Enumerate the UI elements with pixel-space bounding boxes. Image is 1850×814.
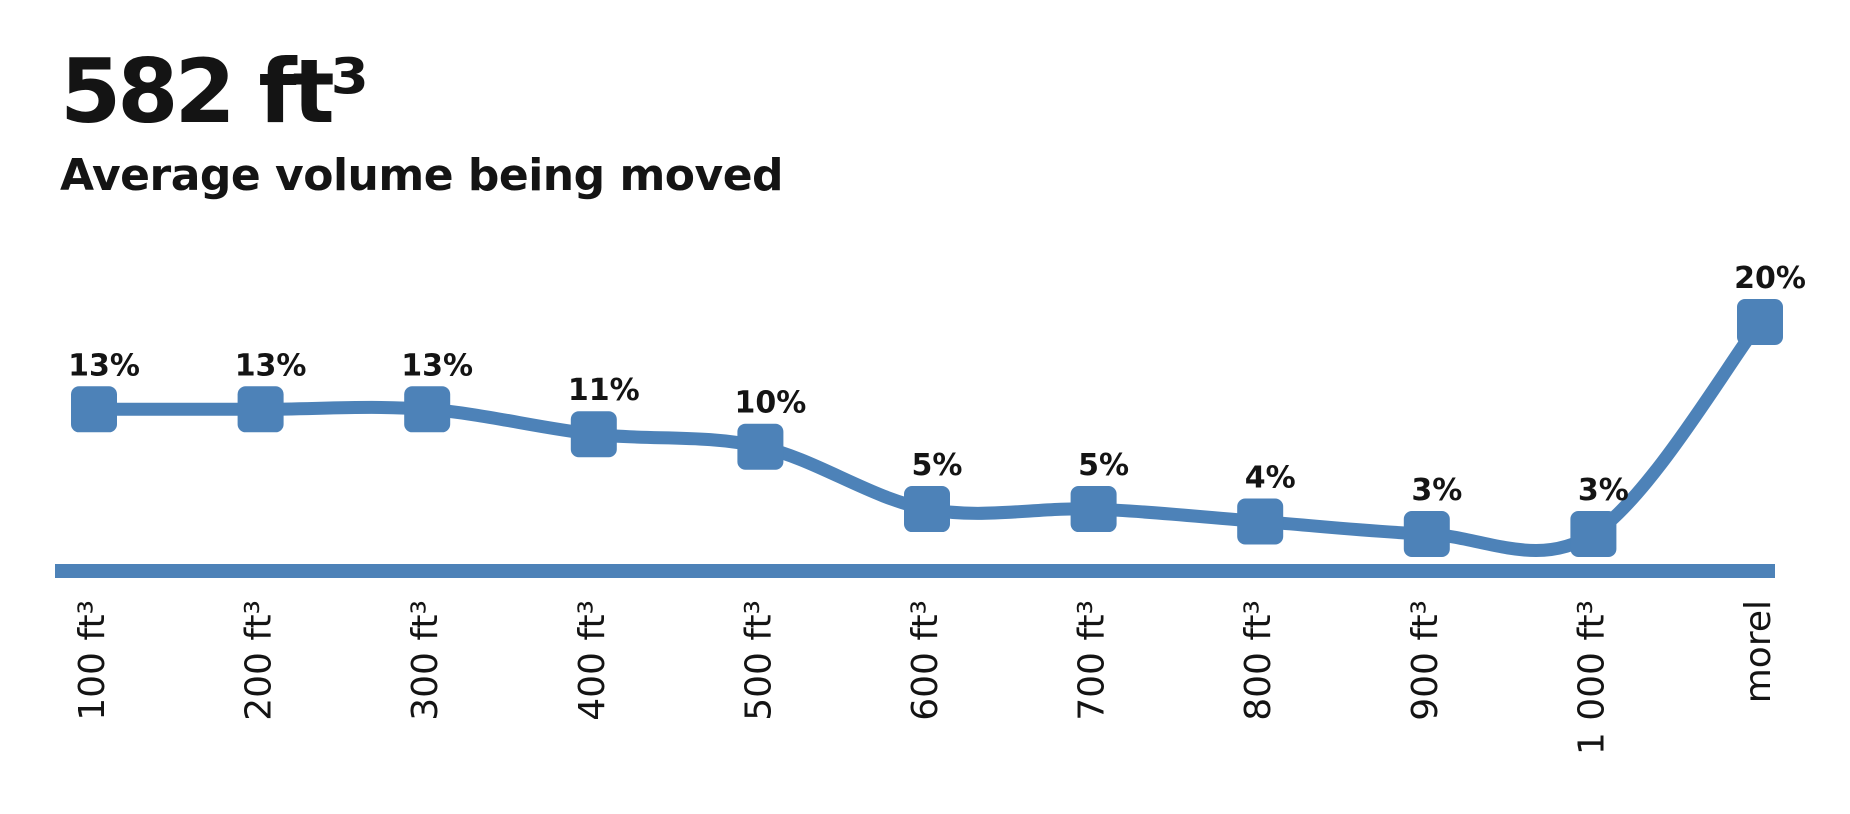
data-value-label: 11% <box>568 373 640 408</box>
data-value-label: 4% <box>1245 461 1296 496</box>
data-labels: 13% 13% 13% 11% 10% 5% 5% 4% 3% 3% 20% <box>68 261 1806 508</box>
x-tick-label: 700 ft³ <box>1072 600 1113 721</box>
data-value-label: 5% <box>912 448 963 483</box>
x-axis-baseline <box>55 564 1775 578</box>
x-tick-label: 500 ft³ <box>738 600 779 721</box>
data-point-marker <box>71 386 117 433</box>
data-point-marker <box>570 411 617 458</box>
data-value-label: 5% <box>1078 448 1129 483</box>
data-value-label: 3% <box>1411 473 1462 508</box>
data-point-marker <box>904 486 950 533</box>
data-markers <box>71 299 1783 557</box>
data-point-marker <box>1737 299 1783 345</box>
data-point-marker <box>737 423 784 470</box>
data-value-label: 13% <box>235 348 307 383</box>
x-tick-label: 200 ft³ <box>239 600 280 721</box>
data-value-label: 13% <box>68 348 140 383</box>
data-value-label: 3% <box>1578 473 1629 508</box>
data-point-marker <box>1070 486 1117 533</box>
x-tick-label: 100 ft³ <box>72 600 113 721</box>
x-tick-label: 800 ft³ <box>1238 600 1279 721</box>
x-tick-label: 900 ft³ <box>1405 600 1446 721</box>
data-point-marker <box>1237 498 1284 545</box>
stat-label: Average volume being moved <box>60 150 784 201</box>
data-point-marker <box>1403 511 1450 557</box>
stat-value: 582 ft³ <box>60 40 369 143</box>
data-value-label: 13% <box>401 348 473 383</box>
data-point-marker <box>1570 511 1617 557</box>
data-value-label: 20% <box>1734 261 1806 296</box>
x-tick-label: morel <box>1738 600 1779 703</box>
data-value-label: 10% <box>734 386 806 421</box>
x-tick-label: 600 ft³ <box>905 600 946 721</box>
data-point-marker <box>404 386 451 433</box>
x-tick-label: 300 ft³ <box>405 600 446 721</box>
x-tick-label: 400 ft³ <box>572 600 613 721</box>
data-point-marker <box>237 386 284 433</box>
x-tick-label: 1 000 ft³ <box>1571 600 1612 755</box>
x-tick-labels: 100 ft³ 200 ft³ 300 ft³ 400 ft³ 500 ft³ 600 f… <box>72 600 1779 755</box>
